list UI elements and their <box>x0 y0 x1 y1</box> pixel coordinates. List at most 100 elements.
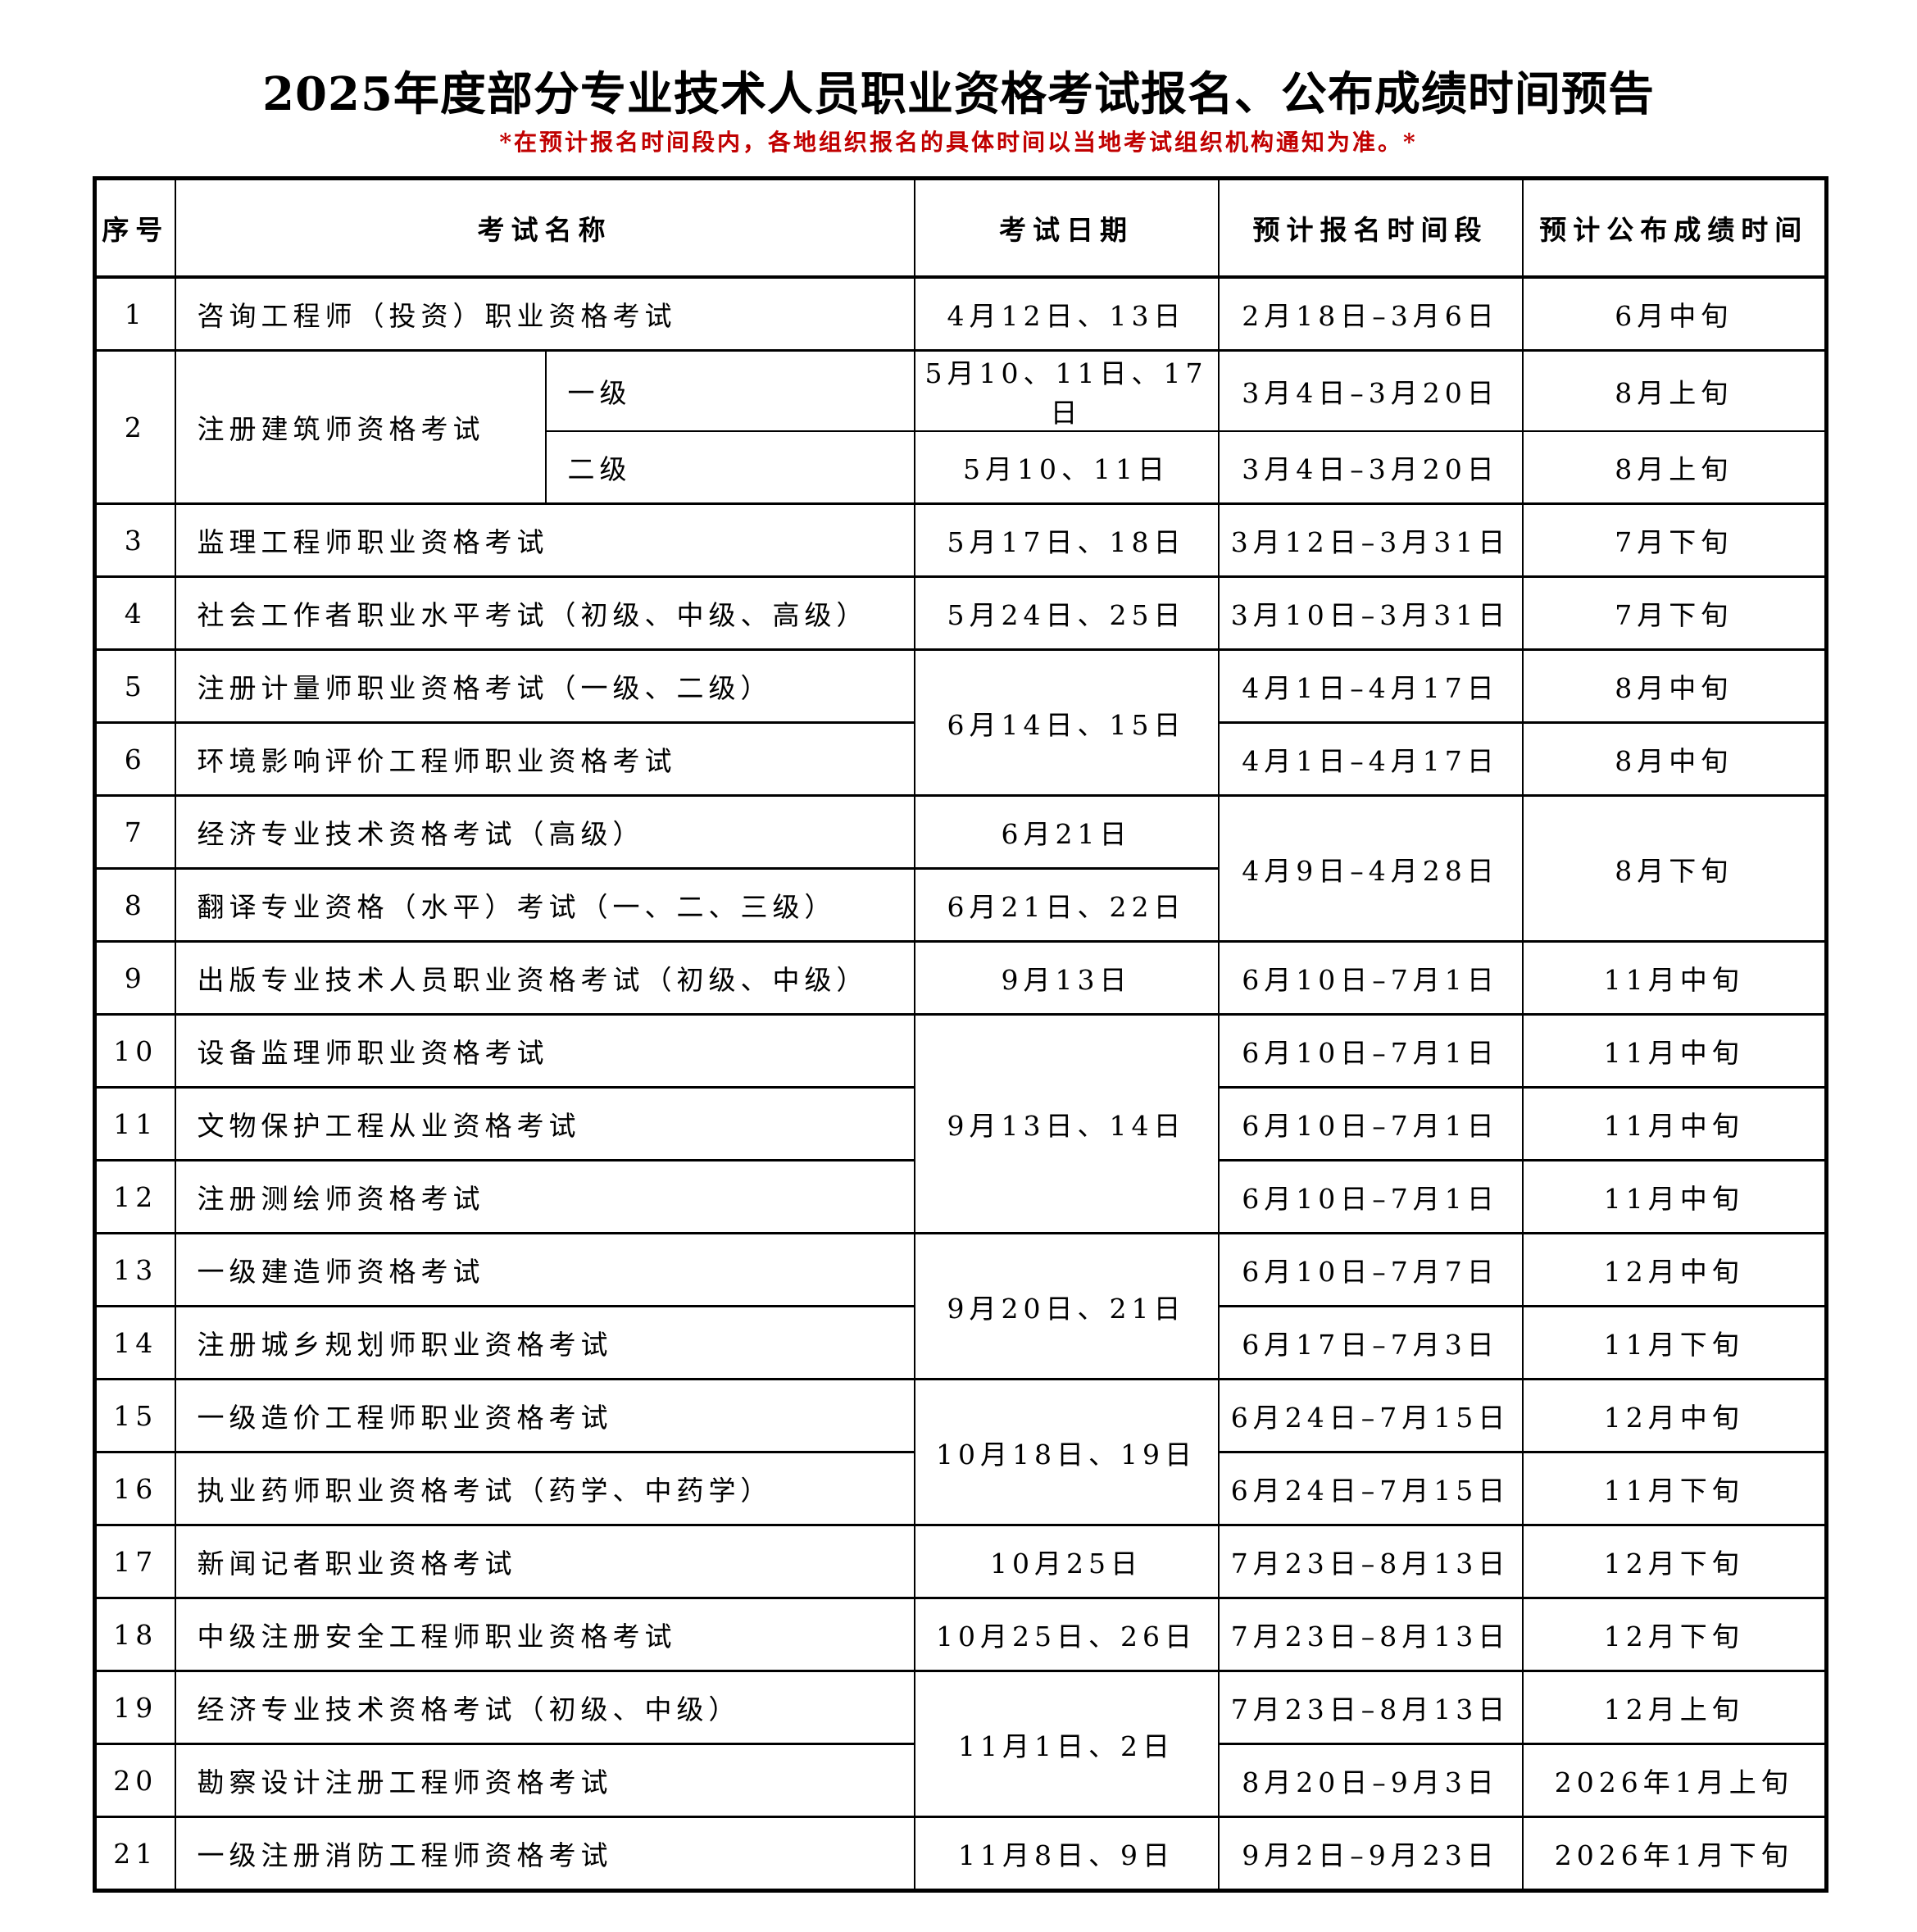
cell-score: 11月中旬 <box>1521 1086 1828 1161</box>
cell-score: 11月下旬 <box>1521 1451 1828 1526</box>
table-row: 18 中级注册安全工程师职业资格考试 10月25日、26日 7月23日–8月13日 12… <box>93 1597 1828 1672</box>
cell-date: 5月17日、18日 <box>913 502 1220 578</box>
table-row: 3 监理工程师职业资格考试 5月17日、18日 3月12日–3月31日 7月下旬 <box>93 502 1828 578</box>
cell-date: 11月1日、2日 <box>913 1670 1220 1818</box>
cell-date: 9月13日 <box>913 940 1220 1016</box>
cell-score: 11月中旬 <box>1521 1013 1828 1089</box>
table-row: 15 一级造价工程师职业资格考试 10月18日、19日 6月24日–7月15日 12月中… <box>93 1378 1828 1526</box>
header-name: 考试名称 <box>174 177 915 279</box>
cell-date: 9月20日、21日 <box>913 1232 1220 1380</box>
cell-name: 新闻记者职业资格考试 <box>174 1524 915 1599</box>
cell-score: 12月上旬 <box>1521 1670 1828 1745</box>
cell-registration: 6月24日–7月15日 <box>1217 1451 1524 1526</box>
cell-no: 19 <box>93 1670 176 1745</box>
cell-no: 10 <box>93 1013 176 1089</box>
cell-name: 文物保护工程从业资格考试 <box>174 1086 915 1161</box>
cell-name: 一级建造师资格考试 <box>174 1232 915 1307</box>
cell-no: 8 <box>93 867 176 943</box>
table-row: 14 注册城乡规划师职业资格考试 6月17日–7月3日 11月下旬 <box>93 1305 1828 1380</box>
cell-name: 注册城乡规划师职业资格考试 <box>174 1305 915 1380</box>
cell-score: 8月上旬 <box>1521 349 1828 432</box>
cell-no: 1 <box>93 275 176 352</box>
cell-registration: 4月1日–4月17日 <box>1217 721 1524 797</box>
cell-date: 10月18日、19日 <box>913 1378 1220 1526</box>
table-body: 1 咨询工程师（投资）职业资格考试 4月12日、13日 2月18日–3月6日 6月中旬 2… <box>93 275 1828 1892</box>
cell-no: 20 <box>93 1743 176 1818</box>
cell-score: 12月下旬 <box>1521 1597 1828 1672</box>
cell-name: 勘察设计注册工程师资格考试 <box>174 1743 915 1818</box>
cell-registration: 6月10日–7月7日 <box>1217 1232 1524 1307</box>
cell-name: 经济专业技术资格考试（高级） <box>174 794 915 870</box>
table-row: 17 新闻记者职业资格考试 10月25日 7月23日–8月13日 12月下旬 <box>93 1524 1828 1599</box>
cell-registration: 4月9日–4月28日 <box>1217 794 1524 943</box>
cell-no: 15 <box>93 1378 176 1453</box>
table-row: 4 社会工作者职业水平考试（初级、中级、高级） 5月24日、25日 3月10日–3月3… <box>93 575 1828 651</box>
cell-name: 一级注册消防工程师资格考试 <box>174 1816 915 1892</box>
table-row: 19 经济专业技术资格考试（初级、中级） 11月1日、2日 7月23日–8月13日 12… <box>93 1670 1828 1818</box>
table-row: 10 设备监理师职业资格考试 9月13日、14日 6月10日–7月1日 11月中旬 <box>93 1013 1828 1234</box>
cell-date: 11月8日、9日 <box>913 1816 1220 1892</box>
cell-registration: 3月10日–3月31日 <box>1217 575 1524 651</box>
cell-registration: 3月4日–3月20日 <box>1217 349 1524 432</box>
cell-score: 11月下旬 <box>1521 1305 1828 1380</box>
cell-level: 一级 <box>544 349 915 432</box>
table-row: 5 注册计量师职业资格考试（一级、二级） 6月14日、15日 4月1日–4月17日 8月… <box>93 648 1828 797</box>
table-row: 11 文物保护工程从业资格考试 6月10日–7月1日 11月中旬 <box>93 1086 1828 1161</box>
cell-score: 12月中旬 <box>1521 1378 1828 1453</box>
cell-no: 13 <box>93 1232 176 1307</box>
table-row: 二级 5月10、11日 3月4日–3月20日 8月上旬 <box>95 430 1828 505</box>
cell-registration: 7月23日–8月13日 <box>1217 1524 1524 1599</box>
cell-registration: 6月10日–7月1日 <box>1217 1013 1524 1089</box>
cell-name: 注册建筑师资格考试 <box>174 349 547 505</box>
cell-date: 10月25日、26日 <box>913 1597 1220 1672</box>
cell-registration: 7月23日–8月13日 <box>1217 1597 1524 1672</box>
cell-name: 一级造价工程师职业资格考试 <box>174 1378 915 1453</box>
cell-name: 设备监理师职业资格考试 <box>174 1013 915 1089</box>
cell-name: 注册测绘师资格考试 <box>174 1159 915 1234</box>
table-row: 2 注册建筑师资格考试 一级 5月10、11日、17日 3月4日–3月20日 8月上旬 <box>93 349 1828 505</box>
cell-name: 出版专业技术人员职业资格考试（初级、中级） <box>174 940 915 1016</box>
cell-no: 11 <box>93 1086 176 1161</box>
cell-no: 12 <box>93 1159 176 1234</box>
table-row: 20 勘察设计注册工程师资格考试 8月20日–9月3日 2026年1月上旬 <box>93 1743 1828 1818</box>
cell-score: 2026年1月下旬 <box>1521 1816 1828 1892</box>
cell-registration: 6月10日–7月1日 <box>1217 1086 1524 1161</box>
cell-no: 3 <box>93 502 176 578</box>
table-row: 8 翻译专业资格（水平）考试（一、二、三级） 6月21日、22日 <box>93 867 1827 943</box>
cell-score: 7月下旬 <box>1521 575 1828 651</box>
cell-date: 10月25日 <box>913 1524 1220 1599</box>
header-score: 预计公布成绩时间 <box>1521 177 1828 279</box>
cell-score: 11月中旬 <box>1521 1159 1828 1234</box>
cell-no: 5 <box>93 648 176 724</box>
cell-level: 二级 <box>544 430 915 505</box>
cell-no: 6 <box>93 721 176 797</box>
table-row: 16 执业药师职业资格考试（药学、中药学） 6月24日–7月15日 11月下旬 <box>93 1451 1828 1526</box>
table-row: 21 一级注册消防工程师资格考试 11月8日、9日 9月2日–9月23日 2026年1月… <box>93 1816 1828 1892</box>
table-row: 7 经济专业技术资格考试（高级） 6月21日 4月9日–4月28日 8月下旬 <box>93 794 1828 943</box>
cell-score: 7月下旬 <box>1521 502 1828 578</box>
cell-score: 11月中旬 <box>1521 940 1828 1016</box>
cell-registration: 6月17日–7月3日 <box>1217 1305 1524 1380</box>
cell-date: 5月10、11日 <box>913 430 1220 505</box>
cell-date: 6月14日、15日 <box>913 648 1220 797</box>
header-no: 序号 <box>93 177 176 279</box>
cell-no: 4 <box>93 575 176 651</box>
cell-registration: 8月20日–9月3日 <box>1217 1743 1524 1818</box>
cell-no: 7 <box>93 794 176 870</box>
cell-name: 环境影响评价工程师职业资格考试 <box>174 721 915 797</box>
cell-no: 14 <box>93 1305 176 1380</box>
cell-registration: 6月24日–7月15日 <box>1217 1378 1524 1453</box>
cell-score: 8月上旬 <box>1521 430 1828 505</box>
cell-score: 8月中旬 <box>1521 648 1828 724</box>
cell-score: 12月下旬 <box>1521 1524 1828 1599</box>
header-row: 序号 考试名称 考试日期 预计报名时间段 预计公布成绩时间 <box>93 177 1828 279</box>
cell-score: 8月下旬 <box>1521 794 1828 943</box>
table-row: 13 一级建造师资格考试 9月20日、21日 6月10日–7月7日 12月中旬 <box>93 1232 1828 1380</box>
cell-registration: 6月10日–7月1日 <box>1217 940 1524 1016</box>
cell-score: 6月中旬 <box>1521 275 1828 352</box>
cell-date: 9月13日、14日 <box>913 1013 1220 1234</box>
table-row: 6 环境影响评价工程师职业资格考试 4月1日–4月17日 8月中旬 <box>93 721 1828 797</box>
cell-date: 5月10、11日、17日 <box>913 349 1220 432</box>
cell-registration: 9月2日–9月23日 <box>1217 1816 1524 1892</box>
cell-name: 咨询工程师（投资）职业资格考试 <box>174 275 915 352</box>
